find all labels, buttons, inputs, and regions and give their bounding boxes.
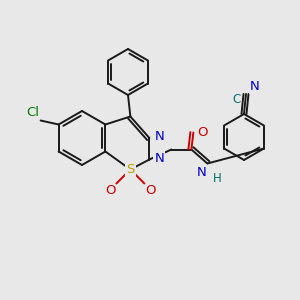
Text: O: O — [197, 126, 208, 139]
Text: S: S — [126, 163, 135, 176]
Text: N: N — [154, 152, 164, 165]
Text: H: H — [212, 172, 221, 184]
Text: C: C — [233, 93, 241, 106]
Text: N: N — [154, 130, 164, 143]
Text: Cl: Cl — [27, 106, 40, 119]
Text: O: O — [105, 184, 116, 197]
Text: N: N — [196, 166, 206, 178]
Text: O: O — [146, 184, 156, 197]
Text: N: N — [250, 80, 260, 93]
